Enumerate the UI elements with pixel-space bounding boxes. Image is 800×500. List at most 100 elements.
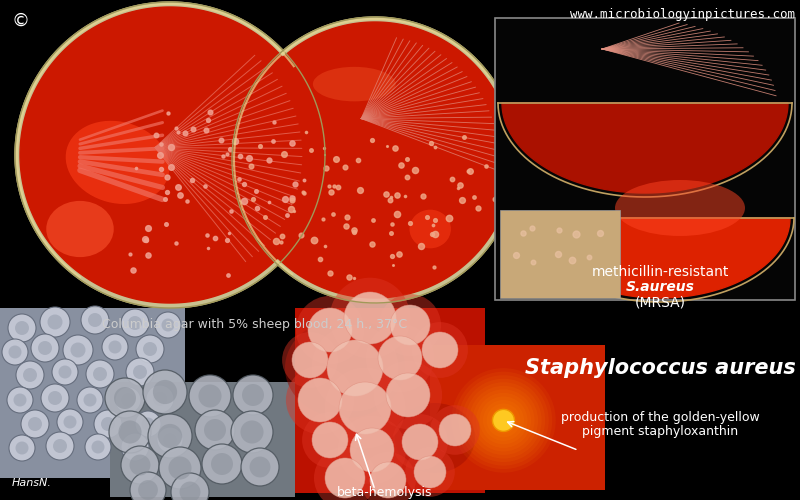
Circle shape bbox=[302, 412, 358, 468]
Circle shape bbox=[58, 366, 71, 378]
Circle shape bbox=[53, 439, 67, 453]
Circle shape bbox=[88, 313, 102, 327]
Circle shape bbox=[414, 456, 446, 488]
Circle shape bbox=[128, 440, 142, 454]
Circle shape bbox=[23, 368, 37, 382]
Bar bbox=[0, 308, 185, 478]
Circle shape bbox=[439, 414, 471, 446]
Circle shape bbox=[128, 316, 142, 330]
Text: www.microbiologyinpictures.com: www.microbiologyinpictures.com bbox=[570, 8, 795, 21]
Circle shape bbox=[483, 400, 524, 441]
Circle shape bbox=[241, 420, 263, 444]
Circle shape bbox=[143, 342, 157, 356]
Circle shape bbox=[231, 411, 273, 453]
Circle shape bbox=[374, 361, 442, 429]
Circle shape bbox=[105, 378, 145, 418]
Circle shape bbox=[162, 318, 174, 332]
Ellipse shape bbox=[66, 121, 170, 204]
Circle shape bbox=[63, 335, 93, 365]
Ellipse shape bbox=[313, 67, 396, 102]
Ellipse shape bbox=[615, 180, 745, 236]
Circle shape bbox=[109, 411, 151, 453]
Polygon shape bbox=[502, 103, 788, 193]
Circle shape bbox=[101, 417, 115, 431]
Circle shape bbox=[14, 394, 26, 406]
Circle shape bbox=[153, 392, 167, 406]
Circle shape bbox=[241, 448, 279, 486]
Circle shape bbox=[121, 309, 149, 337]
Circle shape bbox=[308, 308, 352, 352]
Circle shape bbox=[339, 382, 391, 434]
Circle shape bbox=[122, 394, 134, 406]
Circle shape bbox=[118, 420, 142, 444]
Circle shape bbox=[171, 473, 209, 500]
Circle shape bbox=[327, 340, 383, 396]
Circle shape bbox=[46, 432, 74, 460]
Circle shape bbox=[138, 480, 158, 500]
Polygon shape bbox=[232, 17, 518, 303]
Circle shape bbox=[153, 380, 177, 404]
Circle shape bbox=[130, 472, 166, 500]
Circle shape bbox=[63, 416, 77, 428]
Circle shape bbox=[40, 307, 70, 337]
Bar bbox=[495, 18, 795, 300]
Circle shape bbox=[133, 365, 147, 379]
Circle shape bbox=[15, 442, 29, 454]
Circle shape bbox=[370, 462, 406, 498]
Circle shape bbox=[473, 390, 534, 452]
Circle shape bbox=[8, 314, 36, 342]
Circle shape bbox=[9, 435, 35, 461]
Circle shape bbox=[114, 387, 136, 409]
Circle shape bbox=[422, 332, 458, 368]
Circle shape bbox=[121, 433, 149, 461]
Circle shape bbox=[350, 428, 394, 472]
Text: beta-hemolysis: beta-hemolysis bbox=[338, 486, 433, 499]
Circle shape bbox=[405, 447, 454, 497]
Circle shape bbox=[146, 385, 174, 413]
Bar bbox=[295, 308, 485, 493]
Text: pigment staphyloxanthin: pigment staphyloxanthin bbox=[582, 426, 738, 438]
Circle shape bbox=[94, 410, 122, 438]
Polygon shape bbox=[20, 7, 320, 303]
Circle shape bbox=[476, 393, 531, 448]
Circle shape bbox=[490, 407, 517, 434]
Circle shape bbox=[198, 384, 222, 407]
Circle shape bbox=[142, 418, 154, 430]
Circle shape bbox=[159, 447, 201, 489]
Circle shape bbox=[93, 367, 107, 381]
Circle shape bbox=[9, 346, 22, 358]
Circle shape bbox=[136, 335, 164, 363]
Circle shape bbox=[493, 410, 514, 432]
Ellipse shape bbox=[395, 403, 475, 473]
Circle shape bbox=[155, 312, 181, 338]
Circle shape bbox=[451, 368, 556, 472]
Bar bbox=[500, 210, 620, 298]
Text: methicillin-resistant: methicillin-resistant bbox=[591, 265, 729, 279]
Circle shape bbox=[454, 372, 552, 469]
Circle shape bbox=[233, 375, 273, 415]
Bar bbox=[110, 382, 295, 497]
Circle shape bbox=[47, 314, 62, 330]
Circle shape bbox=[48, 391, 62, 405]
Circle shape bbox=[386, 373, 430, 417]
Text: (MRSA): (MRSA) bbox=[634, 295, 686, 309]
Circle shape bbox=[250, 456, 270, 477]
Circle shape bbox=[466, 382, 542, 458]
Circle shape bbox=[83, 394, 97, 406]
Circle shape bbox=[402, 424, 438, 460]
Circle shape bbox=[195, 410, 235, 450]
Text: HansN.: HansN. bbox=[12, 478, 52, 488]
Circle shape bbox=[102, 334, 128, 360]
Circle shape bbox=[462, 379, 545, 462]
Polygon shape bbox=[530, 218, 790, 298]
Circle shape bbox=[296, 296, 364, 364]
Circle shape bbox=[312, 422, 348, 458]
Circle shape bbox=[204, 419, 226, 441]
Circle shape bbox=[458, 375, 549, 466]
Circle shape bbox=[157, 427, 183, 453]
Text: Staphylococcus aureus: Staphylococcus aureus bbox=[525, 358, 795, 378]
Circle shape bbox=[378, 336, 422, 380]
Circle shape bbox=[135, 411, 161, 437]
Circle shape bbox=[469, 386, 538, 455]
Circle shape bbox=[498, 414, 510, 426]
